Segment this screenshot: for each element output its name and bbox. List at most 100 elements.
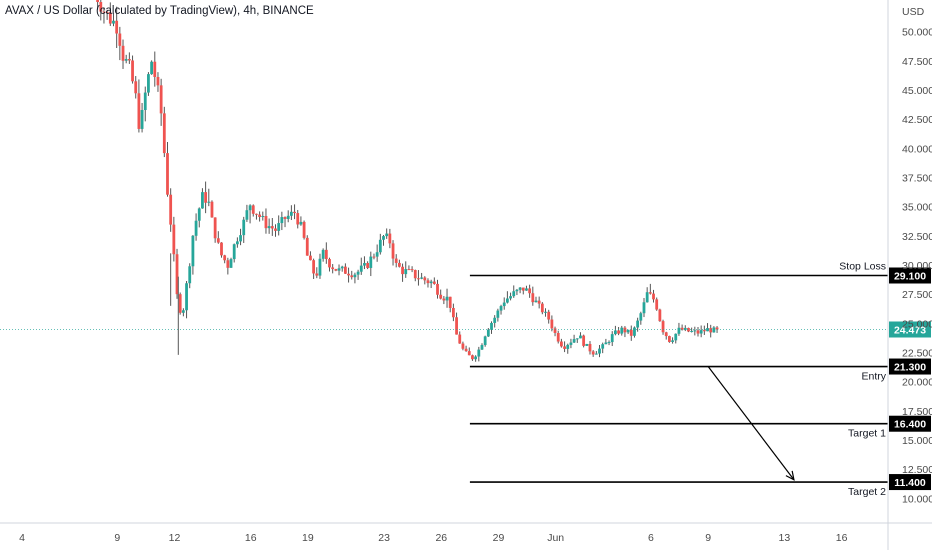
candle-body: [633, 327, 636, 336]
candle-body: [426, 280, 430, 284]
time-tick-label: 19: [302, 532, 314, 544]
candle-body: [255, 213, 258, 215]
candle-body: [359, 265, 363, 272]
candle-body: [394, 258, 398, 263]
candle-body: [204, 192, 208, 203]
candle-body: [499, 306, 503, 311]
level-price-label: 21.300: [894, 362, 926, 374]
candle-body: [525, 288, 528, 291]
candle-body: [124, 59, 128, 61]
candle-body: [658, 309, 662, 322]
candle-body: [439, 294, 443, 299]
price-tick-label: 47.500: [902, 56, 932, 68]
candle-body: [464, 348, 468, 352]
candle-body: [648, 292, 652, 294]
current-price-label: 24.473: [894, 325, 926, 337]
level-price-badge: [889, 415, 931, 432]
candle-body: [324, 249, 328, 260]
candle-body: [652, 293, 655, 300]
candle-body: [245, 210, 249, 220]
candle-body: [553, 328, 557, 333]
candle-body: [521, 287, 525, 291]
candle-body: [235, 241, 239, 245]
candle-body: [166, 153, 169, 195]
candle-body: [620, 327, 624, 334]
candle-body: [626, 329, 630, 333]
time-tick-label: 23: [378, 532, 390, 544]
candle-body: [175, 254, 179, 295]
candle-body: [509, 296, 512, 299]
price-tick-label: 35.000: [902, 202, 932, 214]
candle-body: [702, 330, 706, 332]
candle-body: [709, 328, 713, 333]
candle-body: [153, 61, 157, 78]
candle-body: [305, 237, 309, 256]
candle-body: [486, 329, 490, 337]
candle-body: [559, 341, 563, 347]
candle-body: [283, 217, 287, 219]
candle-body: [216, 238, 220, 243]
candle-body: [115, 20, 119, 34]
candle-body: [680, 327, 684, 330]
candle-body: [617, 330, 620, 334]
price-tick-label: 22.500: [902, 348, 932, 360]
candle-body: [706, 328, 709, 332]
price-tick-label: 15.000: [902, 435, 932, 447]
candle-body: [477, 349, 481, 357]
candle-body: [143, 92, 147, 111]
candle-body: [194, 220, 198, 236]
candle-body: [534, 300, 538, 303]
candle-body: [645, 292, 649, 303]
candle-body: [693, 330, 697, 332]
candle-body: [343, 266, 347, 274]
candle-body: [197, 208, 201, 221]
candle-body: [121, 45, 125, 61]
candle-body: [614, 330, 617, 335]
currency-label: USD: [902, 6, 925, 18]
candle-body: [102, 11, 106, 13]
candle-body: [575, 338, 579, 340]
candle-body: [185, 283, 188, 311]
level-name-label: Stop Loss: [839, 261, 886, 273]
candle-body: [420, 277, 424, 279]
candle-body: [372, 256, 376, 258]
level-name-label: Target 2: [848, 486, 886, 498]
candle-body: [502, 302, 506, 307]
candle-body: [531, 293, 535, 303]
candle-body: [286, 215, 290, 219]
candle-body: [108, 12, 112, 24]
candle-body: [277, 223, 281, 231]
time-tick-label: 9: [114, 532, 120, 544]
candle-body: [356, 271, 360, 275]
candle-body: [201, 192, 204, 209]
candle-body: [188, 266, 192, 284]
candle-body: [550, 319, 554, 329]
candle-body: [207, 201, 211, 203]
candle-body: [353, 274, 357, 278]
candle-body: [661, 321, 665, 333]
candle-body: [366, 263, 370, 268]
time-tick-label: 12: [169, 532, 181, 544]
candle-body: [340, 266, 344, 269]
level-price-badge: [889, 474, 931, 491]
time-axis[interactable]: 4 9 12 16 19 23 26 29 Jun 6 9 13 16: [0, 522, 932, 544]
price-tick-label: 45.000: [902, 85, 932, 97]
candle-body: [289, 211, 293, 216]
projection-arrow[interactable]: [707, 366, 795, 481]
trade-levels: 24.473 29.100 Stop Loss 21.300 Entry 16.400 Ta…: [0, 261, 931, 498]
candle-body: [178, 294, 182, 313]
candle-body: [461, 343, 465, 349]
candle-body: [413, 270, 417, 279]
candle-body: [655, 299, 659, 310]
time-tick-label: Jun: [547, 532, 564, 544]
candle-body: [181, 310, 185, 313]
candle-body: [445, 296, 449, 301]
price-axis[interactable]: USD 50.000 47.500 45.000 42.500 40.000 37.500 3…: [887, 0, 932, 550]
time-tick-label: 29: [493, 532, 505, 544]
candle-body: [556, 332, 560, 342]
candle-body: [321, 249, 325, 259]
candle-body: [159, 85, 163, 114]
candle-body: [315, 273, 319, 276]
candle-body: [293, 211, 296, 214]
